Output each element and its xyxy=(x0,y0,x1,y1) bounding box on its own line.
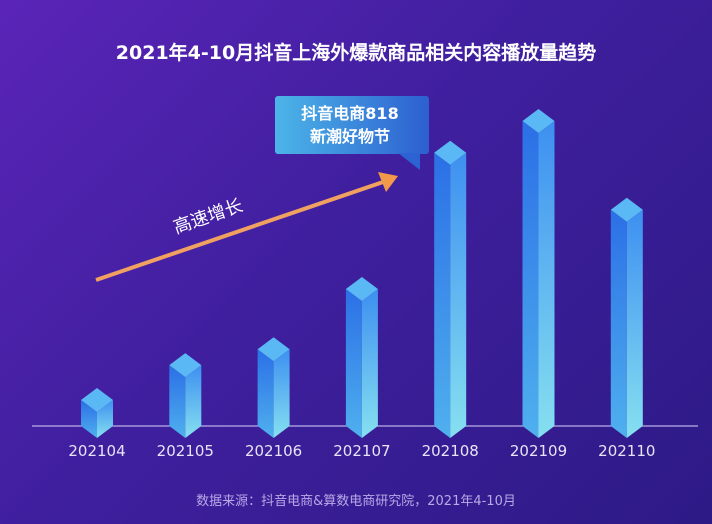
bar-top xyxy=(81,387,113,412)
bar-face-right xyxy=(361,289,378,438)
bar-face-left xyxy=(257,349,274,438)
bar-face-left xyxy=(81,399,97,438)
bar-202107 xyxy=(345,277,378,438)
x-tick-label: 202105 xyxy=(157,442,214,460)
x-tick-label: 202104 xyxy=(68,442,125,460)
arrow-head-icon xyxy=(378,172,398,192)
x-tick-label: 202107 xyxy=(333,442,390,460)
bar-202110 xyxy=(610,197,643,438)
x-tick-label: 202108 xyxy=(422,442,479,460)
bar-top xyxy=(610,197,643,222)
bar-face-right xyxy=(450,152,467,438)
bar-202108 xyxy=(434,140,467,438)
bar-202106 xyxy=(257,337,290,438)
bar-face-left xyxy=(522,121,539,438)
callout-line1: 抖音电商818 xyxy=(301,104,398,123)
callout: 抖音电商818 新潮好物节 xyxy=(275,96,429,170)
bar-face-right xyxy=(273,349,290,438)
bar-face-left xyxy=(610,209,627,438)
bar-face-left xyxy=(345,289,362,438)
x-tick-label: 202106 xyxy=(245,442,302,460)
bar-face-right xyxy=(538,121,555,438)
bar-202104 xyxy=(81,387,113,438)
callout-line2: 新潮好物节 xyxy=(310,127,390,146)
bar-202105 xyxy=(169,353,202,438)
chart-title: 2021年4-10月抖音上海外爆款商品相关内容播放量趋势 xyxy=(115,42,597,64)
growth-arrow xyxy=(95,172,398,282)
bar-face-right xyxy=(97,399,113,438)
bar-top xyxy=(169,353,202,378)
bar-202109 xyxy=(522,109,555,438)
bar-top xyxy=(434,140,467,165)
bar-face-right xyxy=(626,209,643,438)
x-tick-label: 202110 xyxy=(598,442,655,460)
source-note: 数据来源：抖音电商&算数电商研究院，2021年4-10月 xyxy=(196,494,516,509)
bar-top xyxy=(522,109,555,133)
bar-face-right xyxy=(185,365,202,438)
x-tick-label: 202109 xyxy=(510,442,567,460)
bar-face-left xyxy=(434,152,451,438)
bar-top xyxy=(257,337,290,362)
bar-top xyxy=(345,277,378,302)
bar-face-left xyxy=(169,365,186,438)
